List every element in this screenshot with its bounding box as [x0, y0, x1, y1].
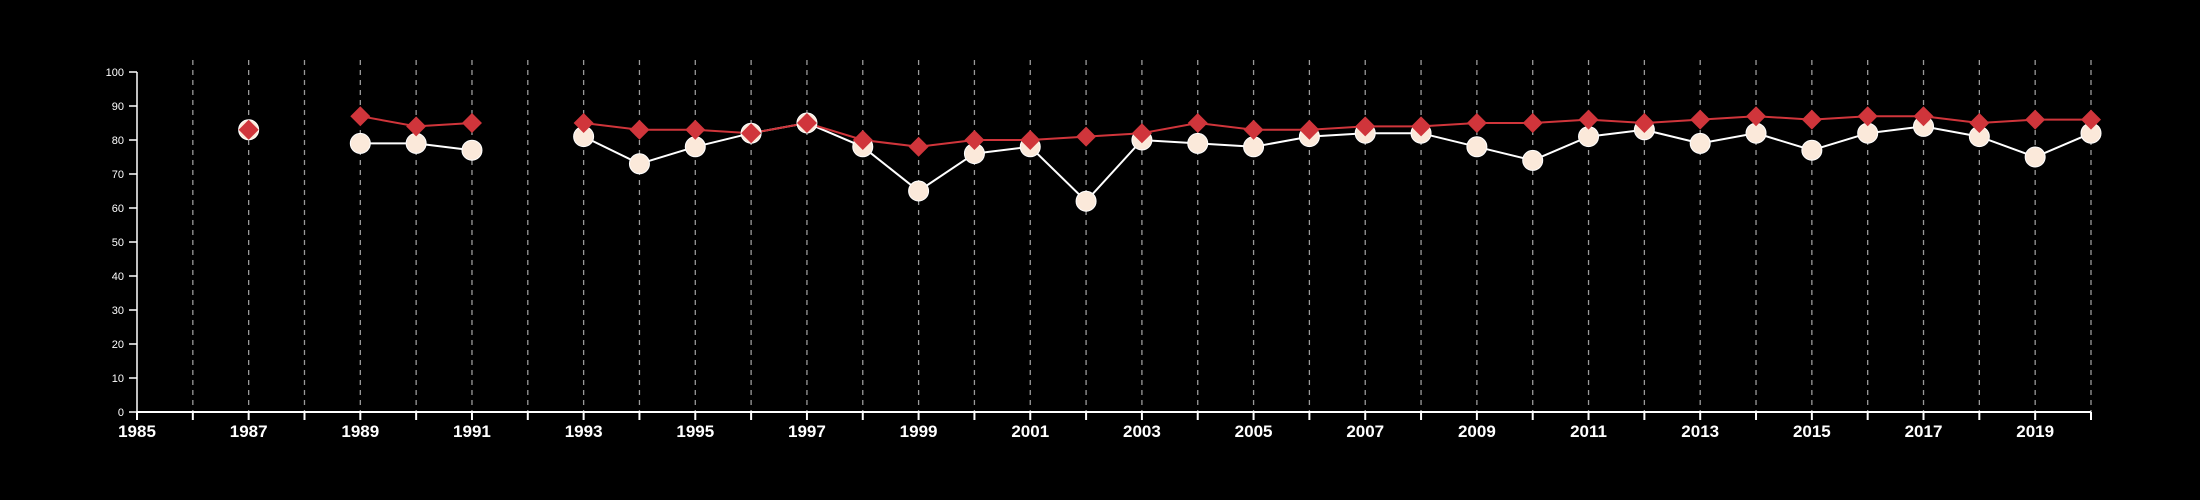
series-1-point-1991 — [461, 113, 482, 133]
x-tick-label-1995: 1995 — [676, 422, 714, 441]
series-1-point-2006 — [1299, 119, 1320, 140]
series-1-point-2018 — [1969, 113, 1990, 133]
y-tick-label-90: 90 — [112, 101, 124, 113]
series-1-point-1993 — [573, 113, 594, 133]
series-1-point-1987 — [238, 119, 259, 140]
series-0-point-1999 — [908, 180, 930, 202]
series-0-point-2015 — [1801, 139, 1823, 161]
x-tick-label-1989: 1989 — [341, 422, 379, 441]
series-1-point-2005 — [1243, 119, 1264, 140]
series-1-point-2007 — [1355, 116, 1376, 137]
y-tick-label-100: 100 — [106, 67, 124, 79]
series-1-point-2014 — [1746, 106, 1767, 127]
x-tick-label-1987: 1987 — [230, 422, 268, 441]
x-tick-label-1993: 1993 — [565, 422, 603, 441]
y-tick-label-60: 60 — [112, 203, 124, 215]
series-1-point-2019 — [2025, 109, 2046, 130]
series-0-point-2013 — [1689, 132, 1711, 154]
x-tick-label-2009: 2009 — [1458, 422, 1496, 441]
series-1-point-2008 — [1411, 116, 1432, 137]
x-tick-label-2003: 2003 — [1123, 422, 1161, 441]
series-0-point-2002 — [1075, 190, 1097, 212]
series-1-point-2015 — [1801, 109, 1822, 130]
series-0-point-2010 — [1522, 149, 1544, 171]
x-tick-label-1985: 1985 — [118, 422, 156, 441]
series-1-point-1997 — [796, 113, 817, 133]
series-1-point-2003 — [1131, 123, 1152, 144]
axes-layer: 0 10 20 30 40 50 60 70 80 90 100 1985 1987 1989 1991 19… — [106, 67, 2092, 441]
x-tick-label-2005: 2005 — [1235, 422, 1273, 441]
series-1-point-1996 — [741, 123, 762, 144]
y-tick-label-0: 0 — [118, 407, 124, 419]
series-1-point-2017 — [1913, 106, 1934, 127]
series-0-point-2009 — [1466, 136, 1488, 158]
y-tick-label-50: 50 — [112, 237, 124, 249]
y-tick-label-20: 20 — [112, 339, 124, 351]
series-layer — [238, 106, 2102, 212]
y-tick-label-70: 70 — [112, 169, 124, 181]
series-0-point-1991 — [461, 139, 483, 161]
series-0-point-1989 — [349, 132, 371, 154]
series-1-point-2020 — [2081, 109, 2101, 130]
series-1-point-2009 — [1466, 113, 1487, 133]
y-tick-label-80: 80 — [112, 135, 124, 147]
series-0-point-2004 — [1187, 132, 1209, 154]
series-0-point-2019 — [2024, 146, 2046, 168]
x-tick-label-2011: 2011 — [1570, 422, 1607, 441]
series-0-point-1994 — [628, 153, 650, 175]
series-1-point-2002 — [1076, 126, 1097, 147]
x-tick-label-2013: 2013 — [1681, 422, 1719, 441]
series-1-point-1990 — [406, 116, 427, 137]
series-1-line-segment-2 — [583, 115, 2091, 148]
grid-layer — [192, 60, 2092, 412]
x-tick-label-2015: 2015 — [1793, 422, 1831, 441]
series-1-point-1999 — [908, 136, 929, 157]
series-1-point-1995 — [685, 119, 706, 140]
series-1-point-2012 — [1634, 113, 1655, 133]
series-1-point-2004 — [1187, 113, 1208, 133]
series-1-point-2000 — [964, 130, 985, 150]
series-1-point-2011 — [1578, 109, 1599, 130]
series-0-line-segment-2 — [583, 121, 2092, 203]
series-1-point-1994 — [629, 119, 650, 140]
series-1-point-2013 — [1690, 109, 1711, 130]
series-1-point-2010 — [1522, 113, 1543, 133]
y-tick-label-10: 10 — [112, 373, 124, 385]
x-tick-label-1997: 1997 — [788, 422, 826, 441]
series-1-point-2016 — [1857, 106, 1878, 127]
series-1-point-2001 — [1020, 130, 1041, 150]
x-tick-label-2019: 2019 — [2016, 422, 2054, 441]
series-1-point-1989 — [350, 106, 371, 127]
x-tick-label-1999: 1999 — [900, 422, 938, 441]
x-tick-label-2001: 2001 — [1011, 422, 1049, 441]
y-tick-label-30: 30 — [112, 305, 124, 317]
x-tick-label-2007: 2007 — [1346, 422, 1384, 441]
y-tick-label-40: 40 — [112, 271, 124, 283]
x-tick-label-2017: 2017 — [1905, 422, 1943, 441]
x-tick-label-1991: 1991 — [453, 422, 491, 441]
series-1-point-1998 — [852, 130, 873, 150]
